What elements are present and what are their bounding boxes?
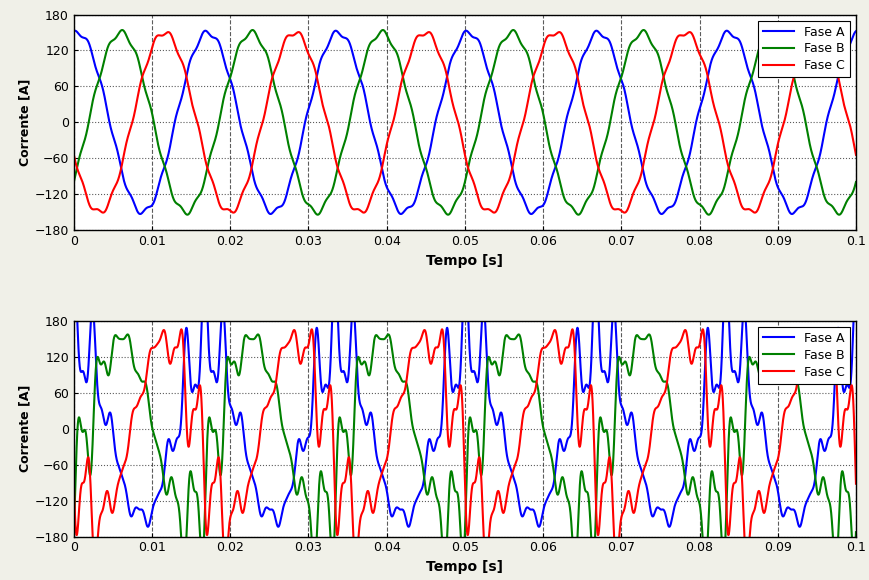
Line: Fase C: Fase C (74, 32, 856, 213)
Fase B (378, 27, 388, 34)
Fase C (451, 113, 461, 119)
Y-axis label: Corrente [A]: Corrente [A] (19, 79, 32, 166)
Line: Fase B: Fase B (74, 335, 856, 568)
Fase A (451, 381, 461, 388)
Line: Fase C: Fase C (74, 329, 856, 563)
Fase A (69, 265, 79, 272)
Fase C (72, 165, 83, 172)
Fase C (69, 480, 79, 487)
Fase C (851, 480, 861, 487)
Fase B (116, 27, 126, 34)
Fase A (101, 102, 111, 109)
Fase B (101, 49, 111, 56)
Fase B (774, 331, 785, 338)
Fase C (222, 206, 233, 213)
Fase C (101, 206, 111, 213)
Fase A (222, 68, 232, 75)
Fase C (163, 28, 174, 35)
Fase A (851, 28, 861, 35)
Fase A (273, 523, 283, 530)
X-axis label: Tempo [s]: Tempo [s] (427, 253, 503, 267)
Fase A (809, 478, 819, 485)
Fase A (721, 27, 732, 34)
Fase B (809, 158, 819, 165)
Fase C (851, 151, 861, 158)
Fase A (116, 469, 126, 476)
Fase A (116, 162, 126, 169)
Fase C (741, 560, 752, 567)
Fase C (116, 472, 126, 478)
Line: Fase A: Fase A (74, 31, 856, 214)
Fase B (182, 211, 193, 218)
Fase B (69, 179, 79, 186)
Fase A (69, 267, 79, 274)
Fase B (222, 82, 233, 89)
Fase B (851, 529, 861, 536)
Fase C (809, 32, 819, 39)
Fase B (69, 529, 79, 536)
Fase C (828, 326, 839, 333)
Fase B (700, 564, 711, 571)
Fase B (116, 336, 126, 343)
Fase A (809, 168, 819, 175)
Fase A (451, 46, 461, 53)
Fase A (851, 267, 861, 274)
Fase A (101, 421, 111, 428)
Fase A (69, 28, 79, 35)
Line: Fase B: Fase B (74, 30, 856, 215)
Fase B (72, 427, 83, 434)
Fase C (69, 151, 79, 158)
Fase A (656, 211, 667, 218)
Fase B (851, 179, 861, 186)
Fase A (72, 29, 83, 36)
Fase B (809, 470, 819, 477)
Fase B (222, 356, 232, 362)
Fase A (72, 322, 83, 329)
Fase A (222, 376, 233, 383)
Fase C (72, 528, 83, 535)
Fase B (101, 365, 111, 372)
Fase B (451, 488, 461, 495)
Fase C (229, 209, 239, 216)
Fase B (72, 162, 83, 169)
X-axis label: Tempo [s]: Tempo [s] (427, 560, 503, 574)
Line: Fase A: Fase A (74, 269, 856, 527)
Y-axis label: Corrente [A]: Corrente [A] (19, 385, 32, 472)
Fase C (451, 406, 461, 413)
Fase C (809, 328, 819, 335)
Fase C (222, 546, 232, 553)
Legend: Fase A, Fase B, Fase C: Fase A, Fase B, Fase C (758, 327, 850, 383)
Fase B (451, 197, 461, 204)
Fase C (101, 489, 111, 496)
Fase C (116, 167, 126, 174)
Legend: Fase A, Fase B, Fase C: Fase A, Fase B, Fase C (758, 21, 850, 77)
